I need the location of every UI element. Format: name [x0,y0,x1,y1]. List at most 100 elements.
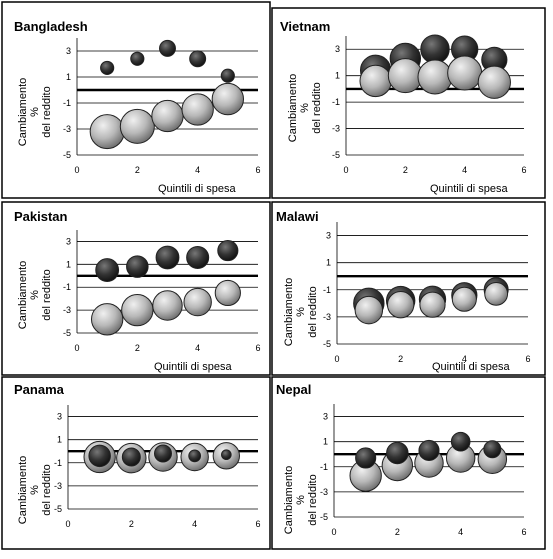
bubble-dark [220,68,235,83]
x-tick-label: 4 [462,165,467,175]
y-tick-label: 1 [66,259,71,269]
x-tick-label: 6 [255,343,260,353]
bubble-light [484,281,509,306]
y-axis-title-line: Cambiamento [17,78,29,146]
y-tick-label: -5 [63,328,71,338]
panel-bangladesh: 3 1 -1 -3 -50 2 4 6 Bangladesh Cambiamento% del re… [1,1,271,199]
y-tick-label: 3 [66,236,71,246]
bubble-light [386,291,415,319]
y-tick-label: -3 [63,124,71,134]
bubble-dark [159,39,176,57]
panel-border [271,376,546,550]
x-tick-label: 0 [343,165,348,175]
panel-border [1,1,271,199]
bubble-light [119,108,155,144]
y-tick-label: 3 [326,231,331,241]
bubble-dark [217,240,239,262]
y-axis-title-line: % [299,103,311,113]
y-tick-label: -3 [320,487,328,497]
x-tick-label: 6 [521,527,526,537]
x-tick-label: 0 [331,527,336,537]
x-tick-label: 2 [129,519,134,529]
y-axis-title-line: Cambiamento [17,456,29,524]
y-tick-label: -3 [63,305,71,315]
y-axis-title: Cambiamento% del reddito [17,261,53,329]
bubble-light [417,59,453,95]
panel-nepal: 3 1 -1 -3 -50 2 4 6 Nepal Cambiamento% del reddito [271,376,546,550]
y-axis-title-line: Cambiamento [287,74,299,142]
x-tick-label: 4 [192,519,197,529]
panel-border [1,376,271,550]
bubble-light [151,99,184,133]
x-axis-title: Quintili di spesa [432,361,511,373]
x-tick-label: 4 [195,343,200,353]
panel-title: Vietnam [280,19,330,34]
bubble-dark [155,245,180,270]
y-tick-label: -3 [54,481,62,491]
bubble-dark [154,444,172,463]
bubble-light [419,291,446,318]
bubble-light [183,287,212,317]
y-axis-title-line: % [29,107,41,117]
y-axis-title-line: del reddito [41,86,53,137]
y-tick-label: -1 [332,97,340,107]
panel-title: Nepal [276,382,311,397]
bubble-dark [126,255,149,278]
y-tick-label: 1 [66,72,71,82]
y-tick-label: -5 [320,512,328,522]
x-tick-label: 2 [395,527,400,537]
y-tick-label: 1 [57,435,62,445]
y-axis-title-line: % [295,495,307,505]
x-axis-title: Quintili di spesa [158,183,237,195]
y-axis-title: Cambiamento% del reddito [17,78,53,146]
bubble-dark [188,449,202,463]
y-tick-label: -3 [323,312,331,322]
y-tick-label: 3 [323,412,328,422]
y-tick-label: -1 [54,458,62,468]
x-tick-label: 4 [195,165,200,175]
y-axis-title-line: Cambiamento [283,278,295,346]
bubble-light [354,295,384,325]
y-tick-label: 3 [66,46,71,56]
x-tick-label: 2 [403,165,408,175]
x-tick-label: 0 [334,354,339,364]
y-axis-title-line: del reddito [41,464,53,515]
bubble-dark [189,50,207,68]
x-tick-label: 4 [458,527,463,537]
y-tick-label: -5 [54,504,62,514]
y-axis-title: Cambiamento% del reddito [283,466,319,534]
y-axis-title: Cambiamento% del reddito [287,74,323,142]
y-axis-title-line: Cambiamento [283,466,295,534]
y-tick-label: -5 [332,150,340,160]
x-tick-label: 2 [135,165,140,175]
x-axis-title: Quintili di spesa [430,183,509,195]
panel-title: Panama [14,382,65,397]
bubble-light [214,279,241,307]
panel-malawi: 3 1 -1 -3 -50 2 4 6 Malawi Cambiamento% del reddit… [271,201,546,376]
y-axis-title-line: % [295,307,307,317]
bubble-dark [221,449,232,460]
bubble-light [89,114,125,150]
x-axis-title: Quintili di spesa [154,361,233,373]
x-tick-label: 6 [525,354,530,364]
bubble-dark [88,444,111,468]
bubble-dark [95,258,120,282]
y-tick-label: -1 [63,98,71,108]
panel-title: Pakistan [14,209,68,224]
y-axis-title-line: del reddito [41,269,53,320]
x-tick-label: 6 [521,165,526,175]
y-tick-label: -1 [63,282,71,292]
x-tick-label: 2 [398,354,403,364]
bubble-dark [450,431,471,452]
x-tick-label: 0 [65,519,70,529]
y-tick-label: 3 [335,44,340,54]
x-tick-label: 2 [135,343,140,353]
bubble-dark [418,439,440,462]
y-axis-title-line: del reddito [307,286,319,337]
panel-vietnam: 3 1 -1 -3 -50 2 4 6 Vietnam Cambiamento% del reddi… [271,7,546,199]
y-tick-label: 1 [326,258,331,268]
x-tick-label: 0 [74,343,79,353]
bubble-light [181,93,214,126]
x-tick-label: 6 [255,165,260,175]
